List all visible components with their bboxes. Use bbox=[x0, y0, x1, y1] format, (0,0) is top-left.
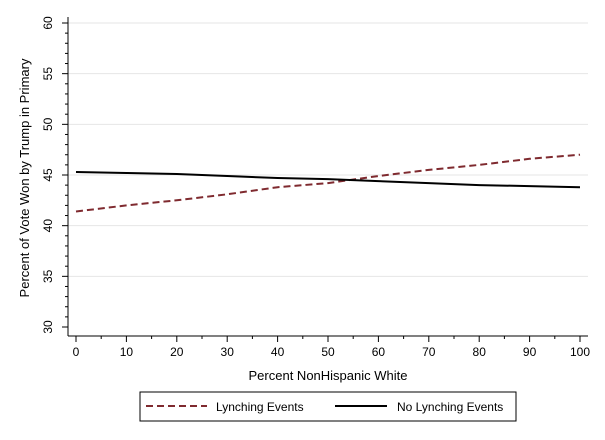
y-tick-label: 35 bbox=[41, 269, 55, 283]
axes: 30 35 40 45 50 55 60 0 10 20 30 40 50 60 70 80 90 100 bbox=[41, 16, 590, 359]
x-tick-label: 40 bbox=[271, 345, 285, 359]
series-line-lynching-events bbox=[75, 153, 581, 213]
x-tick-label: 10 bbox=[120, 345, 134, 359]
x-tick-label: 20 bbox=[170, 345, 184, 359]
legend-label-no-lynching: No Lynching Events bbox=[397, 400, 503, 414]
legend-label-lynching: Lynching Events bbox=[216, 400, 304, 414]
y-tick-label: 45 bbox=[41, 168, 55, 182]
x-tick-label: 30 bbox=[221, 345, 235, 359]
x-tick-label: 70 bbox=[422, 345, 436, 359]
y-axis-label: Percent of Vote Won by Trump in Primary bbox=[17, 58, 32, 297]
x-axis-label: Percent NonHispanic White bbox=[249, 368, 408, 383]
x-tick-label: 60 bbox=[372, 345, 386, 359]
x-tick-label: 80 bbox=[473, 345, 487, 359]
y-tick-label: 30 bbox=[41, 320, 55, 334]
x-tick-label: 50 bbox=[321, 345, 335, 359]
series-lines bbox=[75, 153, 581, 213]
legend: Lynching Events No Lynching Events bbox=[139, 391, 517, 422]
y-tick-label: 55 bbox=[41, 67, 55, 81]
x-tick-label: 100 bbox=[570, 345, 590, 359]
y-tick-label: 60 bbox=[41, 16, 55, 30]
gridlines bbox=[68, 22, 588, 277]
y-tick-label: 50 bbox=[41, 117, 55, 131]
x-tick-label: 90 bbox=[523, 345, 537, 359]
x-tick-label: 0 bbox=[73, 345, 80, 359]
y-tick-label: 40 bbox=[41, 219, 55, 233]
series-line-no-lynching-events bbox=[75, 171, 581, 189]
